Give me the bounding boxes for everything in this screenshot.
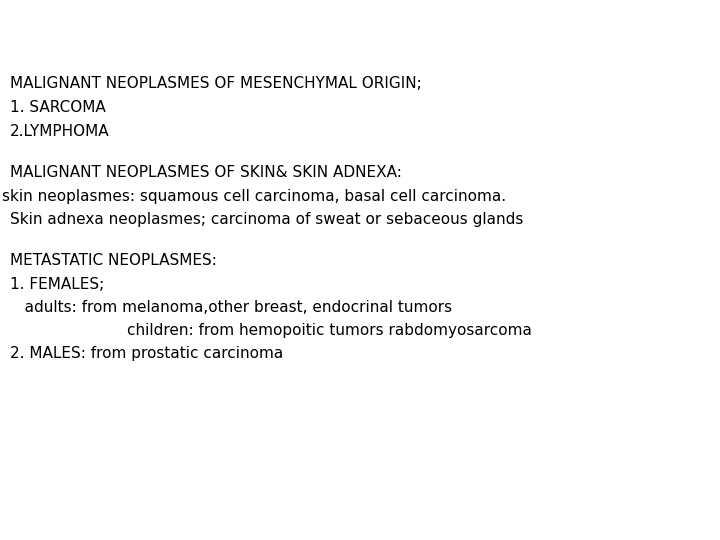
Text: 1. SARCOMA: 1. SARCOMA — [10, 100, 106, 116]
Text: METASTATIC NEOPLASMES:: METASTATIC NEOPLASMES: — [10, 253, 217, 268]
Text: MALIGNANT NEOPLASMES OF MESENCHYMAL ORIGIN;: MALIGNANT NEOPLASMES OF MESENCHYMAL ORIG… — [10, 76, 422, 91]
Text: Skin adnexa neoplasmes; carcinoma of sweat or sebaceous glands: Skin adnexa neoplasmes; carcinoma of swe… — [10, 212, 523, 227]
Text: 2. MALES: from prostatic carcinoma: 2. MALES: from prostatic carcinoma — [10, 346, 284, 361]
Text: MALIGNANT NEOPLASMES OF SKIN& SKIN ADNEXA:: MALIGNANT NEOPLASMES OF SKIN& SKIN ADNEX… — [10, 165, 402, 180]
Text: children: from hemopoitic tumors rabdomyosarcoma: children: from hemopoitic tumors rabdomy… — [10, 323, 532, 338]
Text: 1. FEMALES;: 1. FEMALES; — [10, 276, 104, 292]
Text: 2.LYMPHOMA: 2.LYMPHOMA — [10, 124, 109, 139]
Text: skin neoplasmes: squamous cell carcinoma, basal cell carcinoma.: skin neoplasmes: squamous cell carcinoma… — [2, 188, 506, 204]
Text: adults: from melanoma,other breast, endocrinal tumors: adults: from melanoma,other breast, endo… — [10, 300, 452, 315]
